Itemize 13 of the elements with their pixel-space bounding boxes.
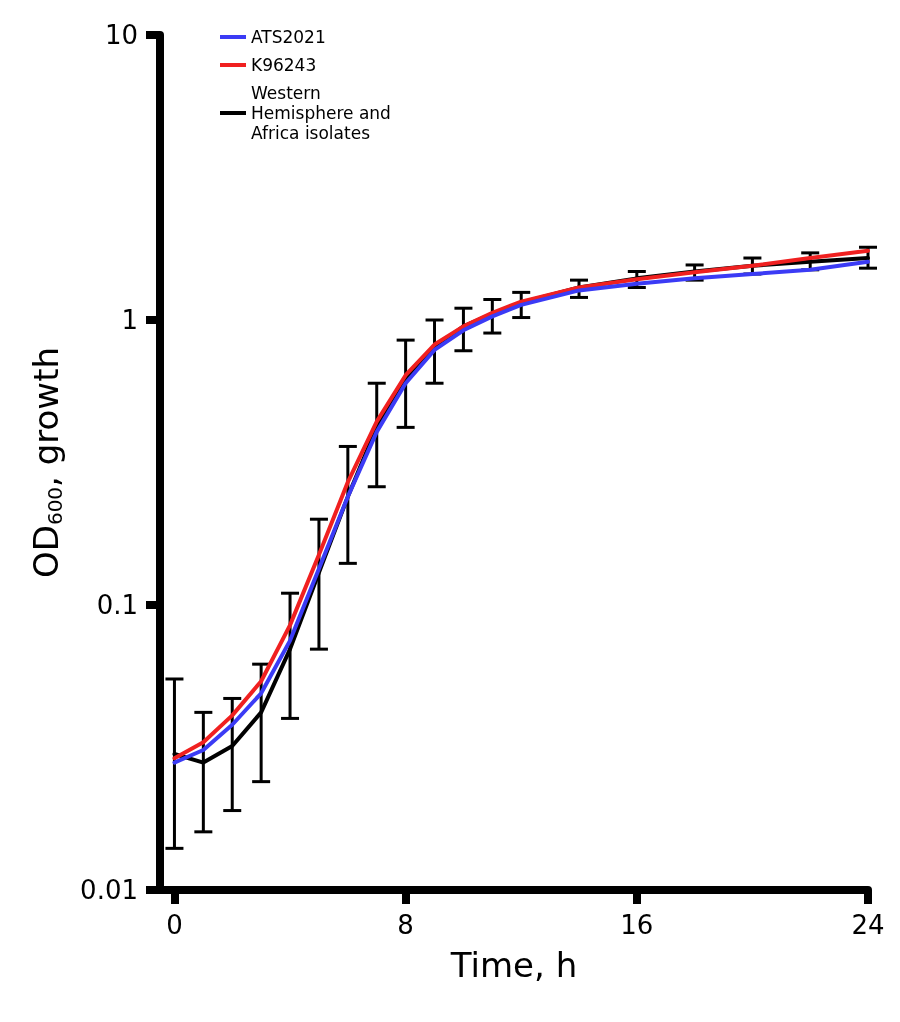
y-axis-title: OD600, growth xyxy=(26,346,67,579)
legend-label: ATS2021 xyxy=(251,27,326,47)
x-tick-label: 0 xyxy=(166,910,183,940)
y-tick-label: 0.01 xyxy=(80,875,138,905)
x-axis-title: Time, h xyxy=(449,945,578,985)
x-tick-label: 8 xyxy=(397,910,414,940)
y-tick-label: 10 xyxy=(104,20,138,50)
y-tick-label: 0.1 xyxy=(96,590,138,620)
legend-label: Western Hemisphere and Africa isolates xyxy=(251,83,397,143)
x-tick-label: 16 xyxy=(620,910,654,940)
legend-label: K96243 xyxy=(251,55,317,75)
x-tick-label: 24 xyxy=(851,910,885,940)
y-tick-label: 1 xyxy=(121,305,138,335)
